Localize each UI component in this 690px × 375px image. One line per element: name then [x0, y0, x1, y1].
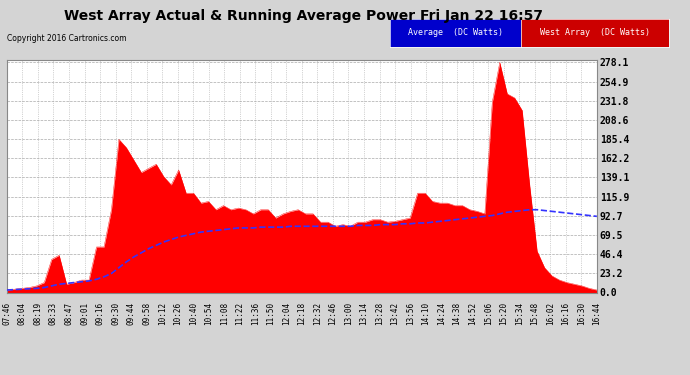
Text: Average  (DC Watts): Average (DC Watts)	[408, 28, 503, 38]
Text: 15:20: 15:20	[499, 302, 509, 325]
Text: 14:24: 14:24	[437, 302, 446, 325]
Text: 14:10: 14:10	[422, 302, 431, 325]
Text: 10:54: 10:54	[204, 302, 213, 325]
Text: 13:56: 13:56	[406, 302, 415, 325]
Text: 07:46: 07:46	[2, 302, 12, 325]
Text: 09:30: 09:30	[111, 302, 120, 325]
Text: 15:48: 15:48	[530, 302, 540, 325]
Text: West Array  (DC Watts): West Array (DC Watts)	[540, 28, 650, 38]
Text: 14:38: 14:38	[453, 302, 462, 325]
Text: 12:18: 12:18	[297, 302, 306, 325]
Text: 08:47: 08:47	[64, 302, 74, 325]
Text: 09:44: 09:44	[126, 302, 136, 325]
Text: 15:06: 15:06	[484, 302, 493, 325]
Text: 12:46: 12:46	[328, 302, 337, 325]
Text: 16:44: 16:44	[592, 302, 602, 325]
Text: 13:00: 13:00	[344, 302, 353, 325]
Text: 08:19: 08:19	[33, 302, 43, 325]
Text: Copyright 2016 Cartronics.com: Copyright 2016 Cartronics.com	[7, 34, 126, 43]
Text: 08:33: 08:33	[49, 302, 58, 325]
Text: 12:32: 12:32	[313, 302, 322, 325]
Text: 16:02: 16:02	[546, 302, 555, 325]
Text: 11:50: 11:50	[266, 302, 275, 325]
Text: 14:52: 14:52	[468, 302, 477, 325]
Text: 10:40: 10:40	[188, 302, 198, 325]
Text: 09:01: 09:01	[80, 302, 89, 325]
Text: 13:14: 13:14	[359, 302, 368, 325]
Text: 10:12: 10:12	[157, 302, 167, 325]
Text: 16:16: 16:16	[561, 302, 571, 325]
Text: 11:22: 11:22	[235, 302, 244, 325]
Text: 12:04: 12:04	[282, 302, 291, 325]
Text: 16:30: 16:30	[577, 302, 586, 325]
Text: 13:28: 13:28	[375, 302, 384, 325]
Text: 11:36: 11:36	[250, 302, 260, 325]
Text: 11:08: 11:08	[219, 302, 229, 325]
Text: 08:04: 08:04	[18, 302, 27, 325]
Text: 09:58: 09:58	[142, 302, 151, 325]
Text: 15:34: 15:34	[515, 302, 524, 325]
Text: 09:16: 09:16	[95, 302, 105, 325]
Text: West Array Actual & Running Average Power Fri Jan 22 16:57: West Array Actual & Running Average Powe…	[64, 9, 543, 23]
Text: 10:26: 10:26	[173, 302, 182, 325]
Text: 13:42: 13:42	[391, 302, 400, 325]
